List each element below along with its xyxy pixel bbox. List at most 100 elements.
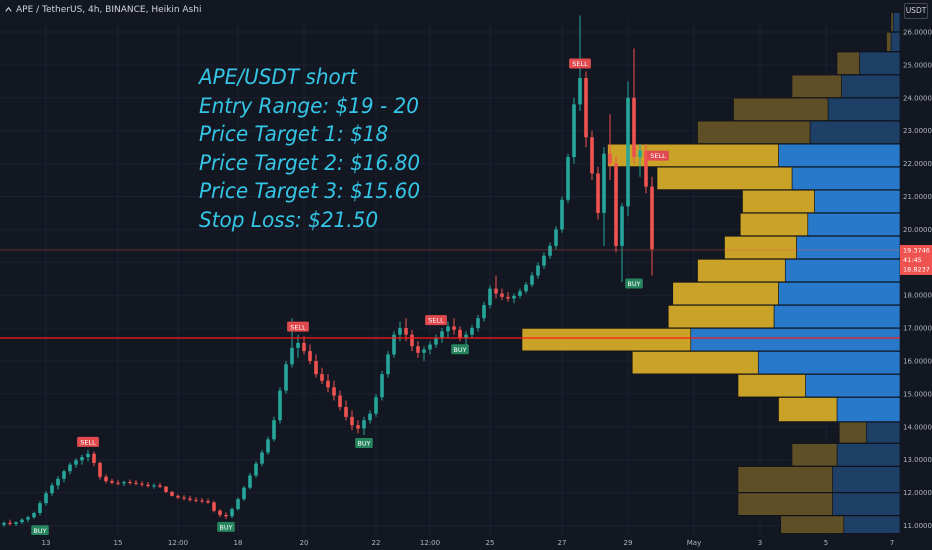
currency-button[interactable]: USDT <box>904 3 928 19</box>
collapse-arrow-icon[interactable] <box>4 5 13 14</box>
volume-profile-down-bar <box>836 51 860 75</box>
candle-body <box>254 463 258 476</box>
candle-body <box>512 295 516 299</box>
sell-signal-marker <box>77 436 99 447</box>
time-tick-label: 5 <box>824 539 828 547</box>
candle-body <box>2 522 6 525</box>
candle-body <box>236 499 240 510</box>
last-price-value: 19.3746 <box>903 246 930 254</box>
candle-body <box>644 150 648 187</box>
candle-body <box>638 150 642 158</box>
volume-profile-down-bar <box>890 12 894 32</box>
volume-profile-up-bar <box>773 305 901 329</box>
candle-body <box>566 157 570 200</box>
annotation-line: APE/USDT short <box>199 65 357 90</box>
volume-profile-down-bar <box>737 374 806 398</box>
time-tick-label: 15 <box>114 539 123 547</box>
volume-profile-up-bar <box>784 259 901 283</box>
candle-body <box>626 97 630 207</box>
volume-profile-down-bar <box>838 421 867 444</box>
candle-body <box>476 318 480 329</box>
price-tick-label: 24.0000 <box>903 94 932 102</box>
candle-body <box>344 407 348 417</box>
candle-body <box>530 275 534 285</box>
annotation-line: Entry Range: $19 - 20 <box>199 93 420 119</box>
candle-body <box>650 186 654 250</box>
volume-profile-down-bar <box>733 97 829 121</box>
candle-body <box>392 334 396 355</box>
candle-body <box>554 229 558 246</box>
volume-profile-up-bar <box>836 443 901 467</box>
candle-body <box>314 361 318 375</box>
candle-body <box>338 395 342 408</box>
candle-body <box>98 462 102 477</box>
volume-profile-up-bar <box>843 515 901 534</box>
price-axis: 26.0000 25.0000 24.0000 23.0000 22.0000 21.00… <box>900 0 932 550</box>
candle-body <box>14 522 18 524</box>
volume-profile-up-bar <box>892 12 901 32</box>
candle-body <box>206 501 210 503</box>
candle-body <box>302 342 306 352</box>
candle-body <box>164 486 168 492</box>
candle-body <box>410 334 414 347</box>
volume-profile-down-bar <box>724 235 797 260</box>
candle-body <box>470 328 474 335</box>
candle-body <box>602 153 606 213</box>
volume-profile-up-bar <box>859 51 901 75</box>
candle-body <box>494 288 498 294</box>
candle-body <box>212 502 216 511</box>
candle-body <box>104 476 108 482</box>
time-tick-label: 12:00 <box>168 539 188 547</box>
candle-body <box>518 291 522 296</box>
price-tick-label: 20.0000 <box>903 226 932 234</box>
volume-profile-up-bar <box>778 282 901 306</box>
candle-body <box>26 517 30 520</box>
candle-body <box>146 484 150 487</box>
volume-profile-up-bar <box>814 189 901 213</box>
buy-signal-marker <box>217 521 235 532</box>
price-tick-label: 22.0000 <box>903 160 932 168</box>
candle-body <box>20 519 24 523</box>
candle-body <box>398 328 402 335</box>
candle-body <box>560 199 564 230</box>
candle-body <box>422 349 426 353</box>
volume-profile-up-bar <box>757 351 901 375</box>
price-tick-label: 23.0000 <box>903 127 932 135</box>
candle-body <box>416 346 420 353</box>
signal-label: SELL <box>80 438 96 446</box>
candle-body <box>608 153 612 164</box>
candle-body <box>266 439 270 453</box>
chart-header: APE / TetherUS, 4h, BINANCE, Heikin Ashi <box>0 0 201 20</box>
candle-body <box>182 497 186 499</box>
candle-body <box>290 347 294 365</box>
candle-body <box>440 331 444 338</box>
sell-signal-marker <box>425 315 447 326</box>
candle-body <box>452 326 456 330</box>
buy-signal-marker <box>31 525 49 536</box>
candle-body <box>248 475 252 488</box>
price-tick-label: 15.0000 <box>903 390 932 398</box>
candle-body <box>152 485 156 487</box>
price-tick-label: 21.0000 <box>903 193 932 201</box>
volume-profile-up-bar <box>778 143 901 167</box>
price-tick-label: 16.0000 <box>903 358 932 366</box>
candle-body <box>524 284 528 292</box>
volume-profile-down-bar <box>607 143 779 167</box>
volume-profile-up-bar <box>832 492 901 516</box>
signal-label: BUY <box>627 280 640 288</box>
annotation-line: Price Target 2: $16.80 <box>199 150 421 176</box>
time-tick-label: 3 <box>758 539 762 547</box>
candle-body <box>308 351 312 361</box>
candle-body <box>56 478 60 486</box>
price-tick-label: 14.0000 <box>903 423 932 431</box>
candle-body <box>272 420 276 440</box>
candle-body <box>230 509 234 517</box>
signal-label: BUY <box>33 527 46 535</box>
candle-body <box>242 487 246 500</box>
signal-label: SELL <box>290 323 306 331</box>
candle-body <box>110 481 114 483</box>
candle-body <box>8 522 12 524</box>
last-price-badge <box>900 244 932 275</box>
candle-body <box>590 137 594 174</box>
